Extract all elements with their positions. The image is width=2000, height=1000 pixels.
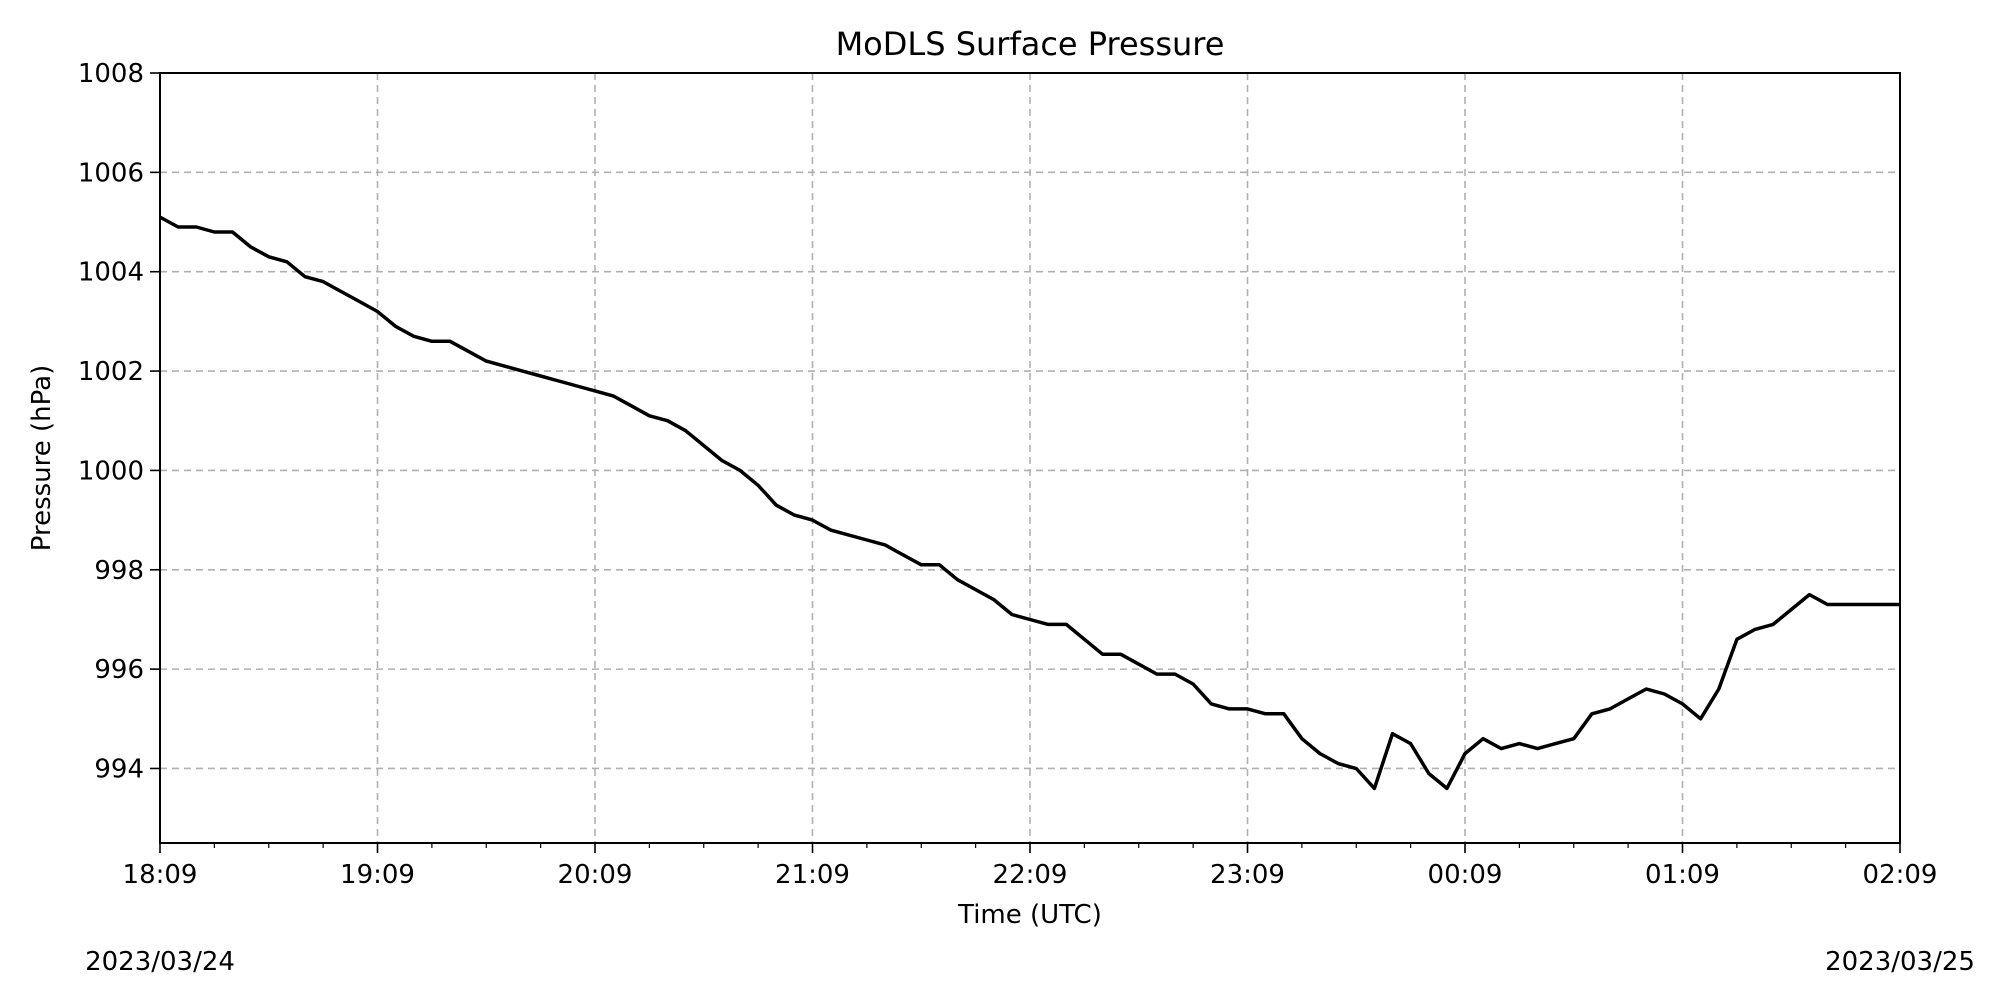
y-tick-label: 998	[94, 556, 144, 586]
x-tick-label: 21:09	[775, 860, 850, 890]
y-tick-label: 994	[94, 754, 144, 784]
x-tick-label: 23:09	[1210, 860, 1285, 890]
x-tick-label: 19:09	[340, 860, 415, 890]
x-tick-label: 20:09	[558, 860, 633, 890]
grid-lines	[159, 72, 1901, 843]
x-tick-label: 18:09	[123, 860, 198, 890]
y-tick-label: 996	[94, 655, 144, 685]
start-date-label: 2023/03/24	[85, 947, 235, 977]
x-axis-ticks: 18:09 19:09 20:09 21:09 22:09 23:09 00:09 01:09…	[123, 843, 1938, 890]
y-axis-ticks: 994 996 998 1000 1002 1004 1006 1008	[78, 59, 160, 784]
chart-title: MoDLS Surface Pressure	[836, 25, 1225, 63]
y-tick-label: 1008	[78, 59, 144, 89]
y-tick-label: 1002	[78, 357, 144, 387]
y-tick-label: 1004	[78, 258, 144, 288]
x-tick-label: 22:09	[993, 860, 1068, 890]
y-tick-label: 1006	[78, 158, 144, 188]
y-tick-label: 1000	[78, 456, 144, 486]
end-date-label: 2023/03/25	[1825, 947, 1975, 977]
y-axis-label: Pressure (hPa)	[27, 365, 57, 552]
x-tick-label: 01:09	[1645, 860, 1720, 890]
x-tick-label: 00:09	[1428, 860, 1503, 890]
x-axis-label: Time (UTC)	[957, 900, 1102, 930]
pressure-series-line	[159, 215, 1900, 791]
x-tick-label: 02:09	[1863, 860, 1938, 890]
